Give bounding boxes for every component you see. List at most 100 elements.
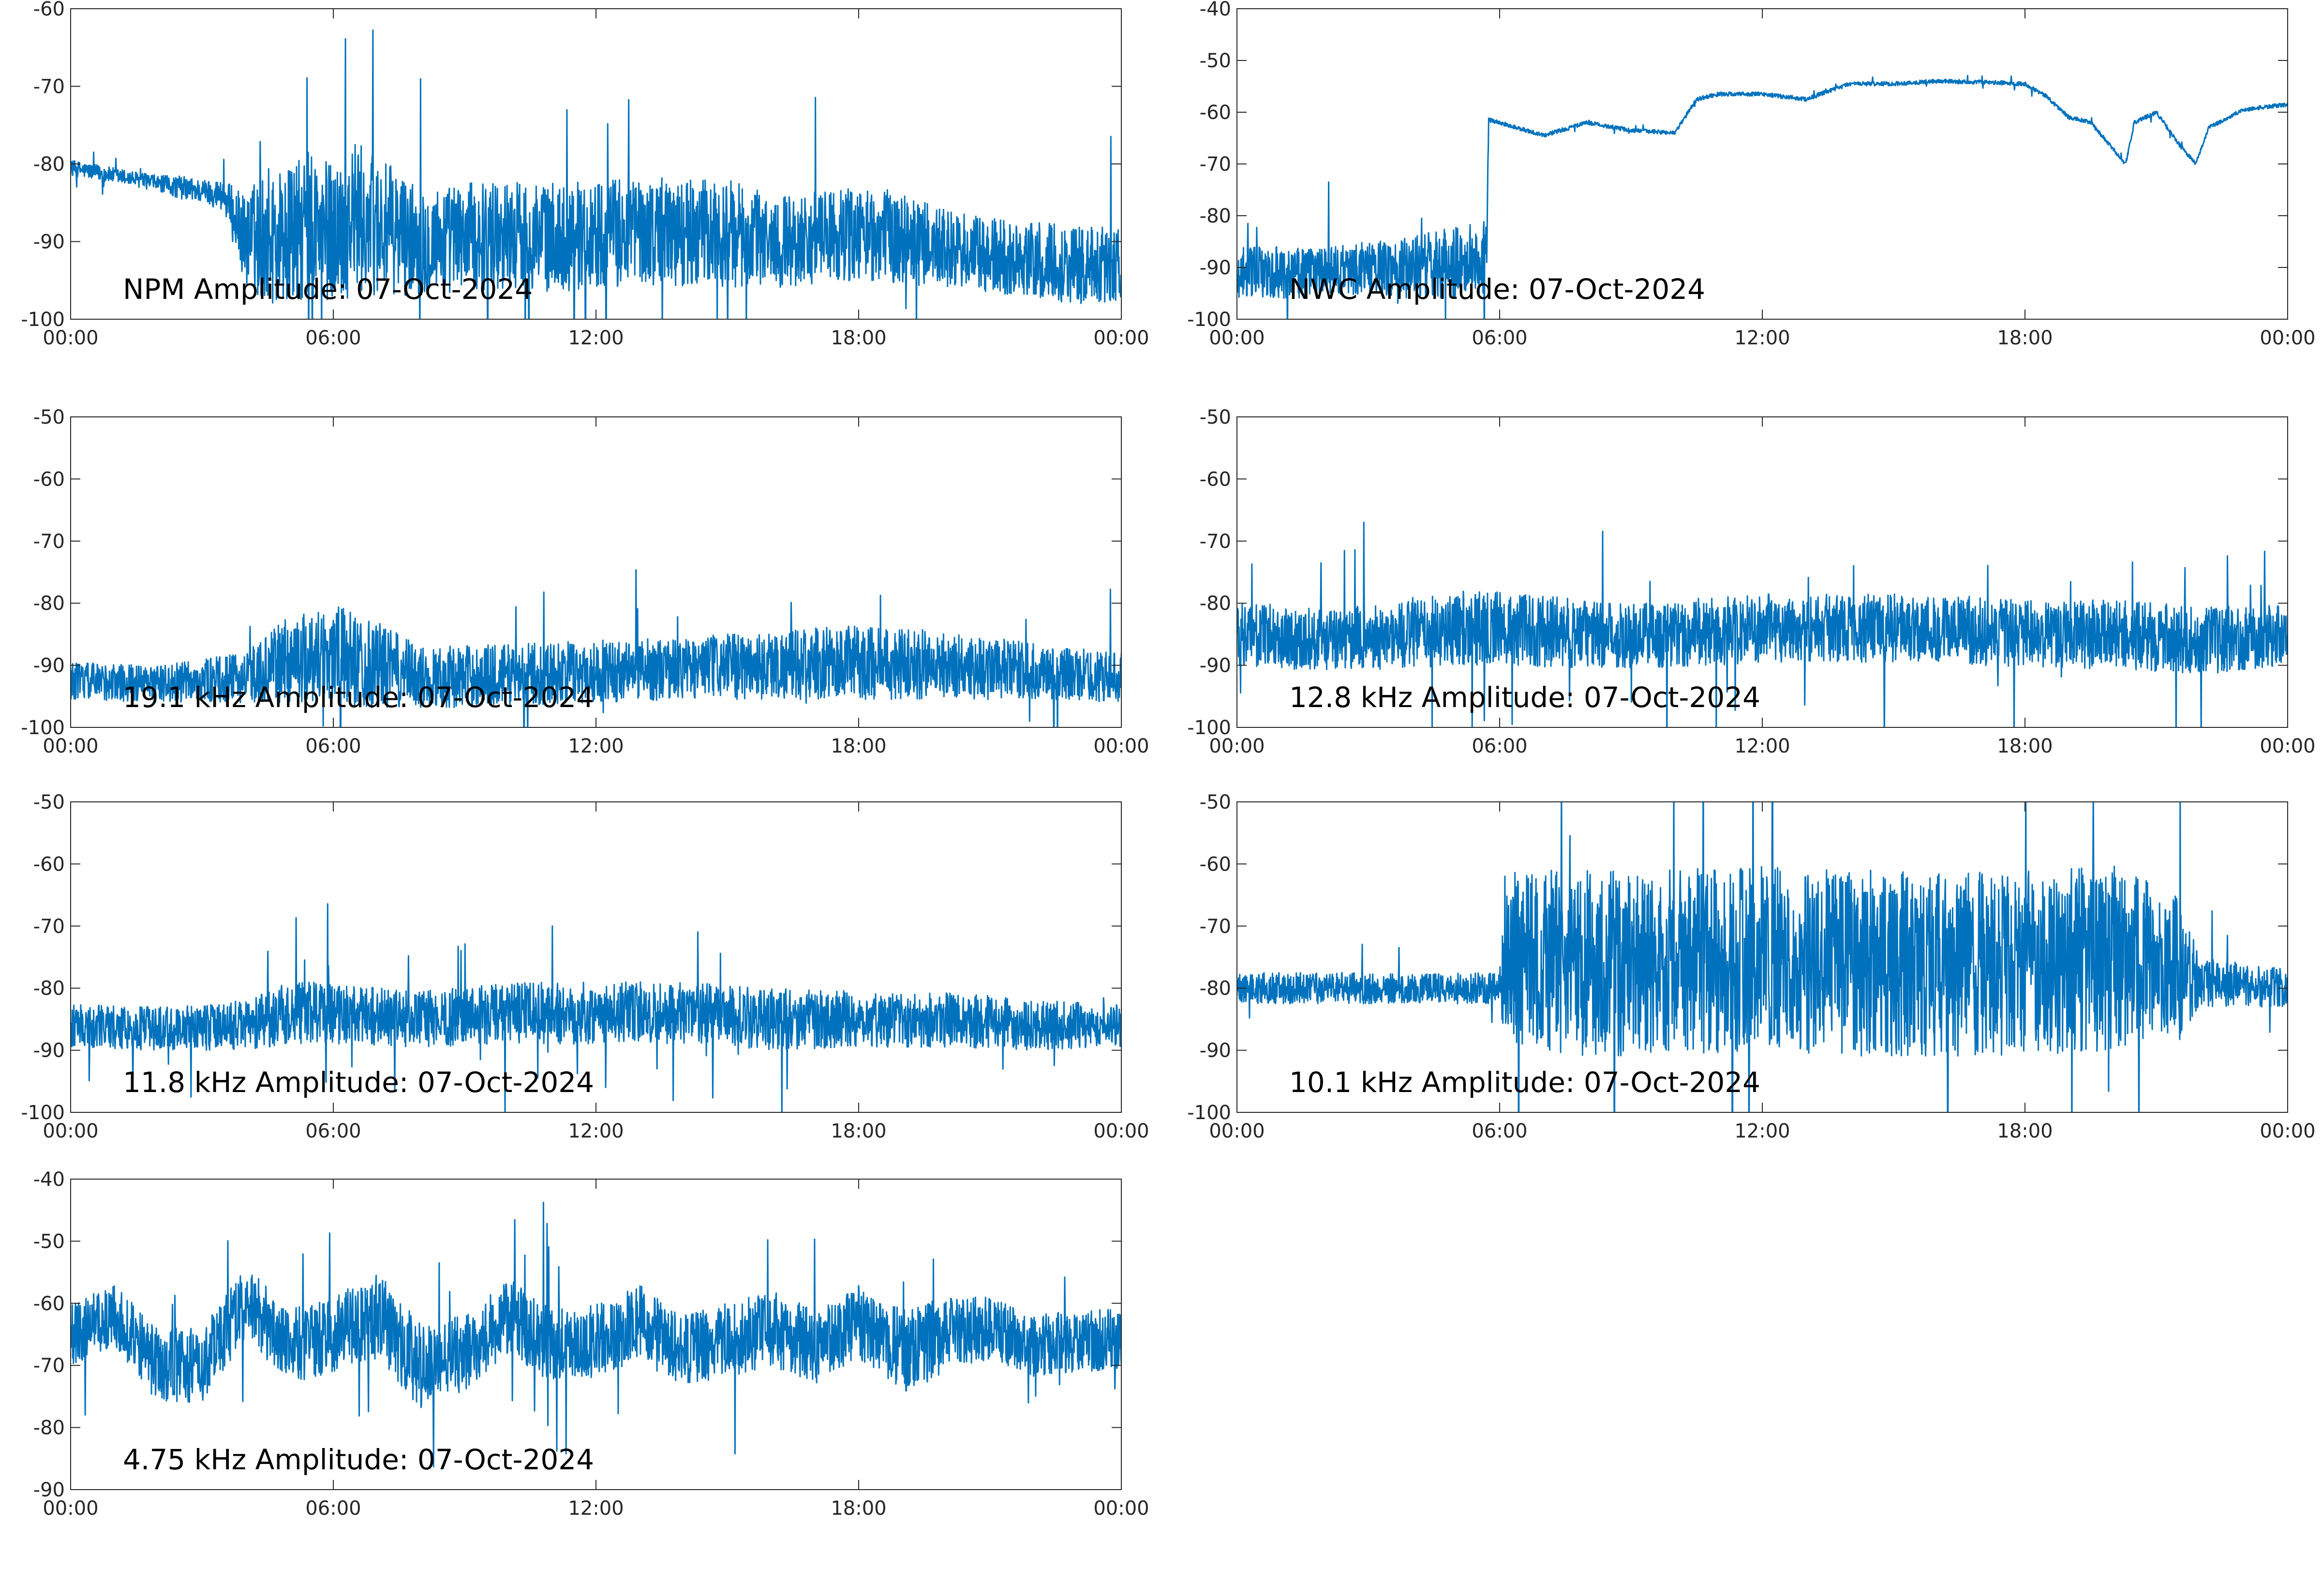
- x-tick-label: 06:00: [305, 1497, 361, 1520]
- chart-title: 10.1 kHz Amplitude: 07-Oct-2024: [1289, 1066, 1760, 1099]
- y-tick-label: -70: [33, 916, 65, 938]
- y-tick-label: -60: [33, 468, 65, 490]
- y-tick-label: -100: [21, 309, 65, 331]
- y-tick-label: -70: [1200, 153, 1231, 176]
- y-tick-label: -60: [33, 853, 65, 875]
- chart-panel-3: -100 -90 -80 -70 -60 -50 00:00 06:00 12:00 18:00 0…: [21, 406, 1149, 757]
- x-tick-label: 06:00: [1472, 327, 1527, 349]
- x-tick-label: 18:00: [831, 327, 886, 349]
- y-tick-label: -100: [21, 717, 65, 739]
- y-tick-label: -70: [1200, 916, 1231, 938]
- y-tick-label: -40: [1200, 0, 1231, 20]
- y-tick-label: -70: [33, 76, 65, 98]
- series-line-1: [71, 903, 1121, 1112]
- y-tick-label: -50: [33, 1230, 65, 1253]
- y-tick-label: -70: [33, 531, 65, 553]
- chart-panel-2: -100 -90 -80 -70 -60 -50 -40 00:00 06:00 12:00 18:…: [1187, 0, 2315, 349]
- x-tick-label: 18:00: [831, 735, 886, 757]
- chart-panel-5: -100 -90 -80 -70 -60 -50 00:00 06:00 12:00 18:00 0…: [21, 791, 1149, 1142]
- x-tick-label: 06:00: [305, 1120, 361, 1142]
- x-tick-label: 18:00: [1997, 1120, 2053, 1142]
- y-tick-label: -50: [33, 791, 65, 813]
- chart-title: 4.75 kHz Amplitude: 07-Oct-2024: [123, 1443, 594, 1476]
- x-tick-label: 00:00: [1093, 735, 1149, 757]
- y-tick-label: -80: [1200, 205, 1231, 227]
- y-tick-label: -50: [33, 406, 65, 429]
- x-tick-label: 18:00: [831, 1120, 886, 1142]
- y-tick-label: -50: [1200, 406, 1231, 429]
- y-tick-label: -80: [33, 592, 65, 615]
- x-tick-label: 00:00: [1093, 327, 1149, 349]
- x-tick-label: 06:00: [305, 327, 361, 349]
- x-tick-label: 00:00: [43, 327, 98, 349]
- x-tick-label: 12:00: [1734, 735, 1790, 757]
- series-line-1: [1237, 521, 2288, 727]
- x-tick-label: 12:00: [1734, 1120, 1790, 1142]
- series-line-1: [71, 1201, 1121, 1468]
- x-tick-label: 00:00: [2260, 327, 2315, 349]
- chart-title: 11.8 kHz Amplitude: 07-Oct-2024: [123, 1066, 594, 1099]
- x-tick-label: 00:00: [1209, 735, 1265, 757]
- y-tick-label: -90: [1200, 1040, 1231, 1062]
- y-tick-label: -90: [33, 1040, 65, 1062]
- y-tick-label: -90: [33, 655, 65, 677]
- series-line-1: [71, 30, 1121, 319]
- y-tick-label: -80: [33, 1417, 65, 1439]
- series-line-1: [1237, 802, 2288, 1112]
- y-tick-label: -80: [1200, 592, 1231, 615]
- x-tick-label: 06:00: [1472, 1120, 1527, 1142]
- x-tick-label: 18:00: [831, 1497, 886, 1520]
- y-tick-label: -60: [1200, 102, 1231, 124]
- y-tick-label: -50: [1200, 791, 1231, 813]
- y-tick-label: -60: [1200, 468, 1231, 490]
- x-tick-label: 00:00: [1093, 1120, 1149, 1142]
- y-tick-label: -100: [1187, 717, 1231, 739]
- x-tick-label: 00:00: [43, 1120, 98, 1142]
- chart-panel-4: -100 -90 -80 -70 -60 -50 00:00 06:00 12:00 18:00 0…: [1187, 406, 2315, 757]
- y-tick-label: -100: [21, 1102, 65, 1124]
- x-tick-label: 00:00: [43, 735, 98, 757]
- x-tick-label: 12:00: [568, 1120, 624, 1142]
- series-line-1: [1237, 74, 2288, 319]
- x-tick-label: 18:00: [1997, 735, 2053, 757]
- x-tick-label: 12:00: [568, 327, 624, 349]
- x-tick-label: 18:00: [1997, 327, 2053, 349]
- y-tick-label: -100: [1187, 309, 1231, 331]
- x-tick-label: 00:00: [2260, 1120, 2315, 1142]
- x-tick-label: 00:00: [43, 1497, 98, 1520]
- y-tick-label: -100: [1187, 1102, 1231, 1124]
- y-tick-label: -70: [33, 1355, 65, 1377]
- y-tick-label: -60: [1200, 853, 1231, 875]
- chart-panel-6: -100 -90 -80 -70 -60 -50 00:00 06:00 12:00 18:00 0…: [1187, 791, 2315, 1142]
- y-tick-label: -90: [1200, 257, 1231, 279]
- y-tick-label: -70: [1200, 531, 1231, 553]
- chart-title: NWC Amplitude: 07-Oct-2024: [1289, 273, 1705, 306]
- y-tick-label: -50: [1200, 50, 1231, 72]
- y-tick-label: -80: [1200, 977, 1231, 1000]
- x-tick-label: 06:00: [1472, 735, 1527, 757]
- y-tick-label: -90: [33, 231, 65, 253]
- x-tick-label: 12:00: [568, 735, 624, 757]
- x-tick-label: 00:00: [1209, 1120, 1265, 1142]
- y-tick-label: -40: [33, 1168, 65, 1191]
- panels-group: -100 -90 -80 -70 -60 00:00 06:00 12:00 18:00 00:0…: [21, 0, 2315, 1520]
- y-tick-label: -60: [33, 0, 65, 20]
- chart-title: NPM Amplitude: 07-Oct-2024: [123, 273, 533, 306]
- chart-panel-7: -90 -80 -70 -60 -50 -40 00:00 06:00 12:00 18:00 00…: [33, 1168, 1149, 1520]
- x-tick-label: 12:00: [568, 1497, 624, 1520]
- x-tick-label: 00:00: [2260, 735, 2315, 757]
- x-tick-label: 06:00: [305, 735, 361, 757]
- y-tick-label: -60: [33, 1293, 65, 1315]
- x-tick-label: 12:00: [1734, 327, 1790, 349]
- y-tick-label: -80: [33, 977, 65, 1000]
- series-line-1: [71, 569, 1121, 727]
- x-tick-label: 00:00: [1093, 1497, 1149, 1520]
- chart-panel-1: -100 -90 -80 -70 -60 00:00 06:00 12:00 18:00 00:0…: [21, 0, 1149, 349]
- y-tick-label: -90: [33, 1479, 65, 1501]
- chart-title: 19.1 kHz Amplitude: 07-Oct-2024: [123, 681, 594, 714]
- chart-title: 12.8 kHz Amplitude: 07-Oct-2024: [1289, 681, 1760, 714]
- y-tick-label: -90: [1200, 655, 1231, 677]
- x-tick-label: 00:00: [1209, 327, 1265, 349]
- y-tick-label: -80: [33, 153, 65, 176]
